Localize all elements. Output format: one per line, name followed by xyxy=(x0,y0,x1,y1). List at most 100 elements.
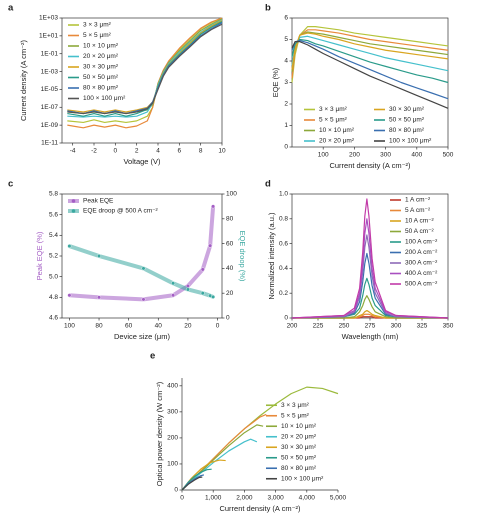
legend-label: 80 × 80 μm² xyxy=(389,127,425,134)
series-line xyxy=(291,26,449,83)
y-tick-label: 0.2 xyxy=(279,290,288,297)
x-tick-label: 400 xyxy=(411,152,422,159)
x-tick-label: -4 xyxy=(70,148,76,155)
x-tick-label: 0 xyxy=(216,323,220,330)
legend-marker xyxy=(71,209,76,213)
series-line xyxy=(291,252,449,319)
legend-label: 30 × 30 μm² xyxy=(83,64,119,71)
x-tick-label: 0 xyxy=(180,495,184,502)
legend-label: 200 A cm⁻² xyxy=(405,249,438,256)
y-tick-label: 5.2 xyxy=(49,253,58,260)
data-point xyxy=(200,267,205,272)
legend-label: 300 A cm⁻² xyxy=(405,260,438,267)
series-line xyxy=(291,39,449,100)
data-point xyxy=(171,293,176,298)
x-tick-label: 1,000 xyxy=(205,495,222,502)
x-tick-label: 300 xyxy=(380,152,391,159)
series-line xyxy=(67,23,223,115)
legend-label: 80 × 80 μm² xyxy=(83,85,119,92)
y-axis-label: Optical power density (W cm⁻²) xyxy=(155,381,164,486)
x-tick-label: 200 xyxy=(349,152,360,159)
y-tick-label: 0.4 xyxy=(279,265,288,272)
series-line xyxy=(291,277,449,319)
legend-label: 5 × 5 μm² xyxy=(83,32,112,39)
y-tick-label: 100 xyxy=(167,461,178,468)
series-line xyxy=(67,17,223,129)
y-tick-label: 1E-03 xyxy=(41,68,59,75)
legend-label: 5 × 5 μm² xyxy=(281,412,310,419)
legend-label: 3 × 3 μm² xyxy=(83,22,112,29)
legend-label: 5 A cm⁻² xyxy=(405,207,431,214)
legend-label: 10 × 10 μm² xyxy=(319,127,355,134)
legend-label: 30 × 30 μm² xyxy=(281,444,317,451)
y-tick-label: 1E-01 xyxy=(41,50,59,57)
series-line xyxy=(292,295,448,319)
x-tick-label: 8 xyxy=(199,148,203,155)
data-point xyxy=(97,253,102,258)
x-tick-label: 500 xyxy=(443,152,454,159)
legend-label: 400 A cm⁻² xyxy=(405,270,438,277)
y-tick-label: 3 xyxy=(284,79,288,86)
data-point xyxy=(211,204,216,209)
data-point xyxy=(211,294,216,299)
y2-tick-label: 40 xyxy=(226,265,234,272)
x-axis-label: Voltage (V) xyxy=(123,157,161,166)
y-tick-label: 400 xyxy=(167,383,178,390)
x-tick-label: 10 xyxy=(218,148,226,155)
x-tick-label: 40 xyxy=(155,323,163,330)
x-tick-label: 200 xyxy=(287,323,298,330)
series-line xyxy=(291,32,449,70)
data-point xyxy=(200,291,205,296)
y-tick-label: 1E-07 xyxy=(41,104,59,111)
panel-label: b xyxy=(265,3,271,14)
data-point xyxy=(208,243,213,248)
y-tick-label: 4.6 xyxy=(49,315,58,322)
x-axis-label: Current density (A cm⁻²) xyxy=(329,161,411,170)
series-line xyxy=(291,41,449,109)
y-tick-label: 1E+01 xyxy=(39,33,58,40)
plot-frame xyxy=(61,17,223,144)
y-tick-label: 5.0 xyxy=(49,273,58,280)
x-tick-label: 225 xyxy=(313,323,324,330)
y-tick-label: 4.8 xyxy=(49,294,58,301)
x-tick-label: 275 xyxy=(365,323,376,330)
data-point xyxy=(141,297,146,302)
y-tick-label: 1E-09 xyxy=(41,122,59,129)
x-axis-label: Wavelength (nm) xyxy=(342,332,399,341)
x-tick-label: -2 xyxy=(91,148,97,155)
data-point xyxy=(67,244,72,249)
plot-frame xyxy=(291,17,449,148)
y-tick-label: 1E-11 xyxy=(41,140,58,147)
legend-label: 10 × 10 μm² xyxy=(281,423,317,430)
x-tick-label: 20 xyxy=(184,323,192,330)
x-tick-label: 80 xyxy=(95,323,103,330)
panel-label: e xyxy=(150,351,155,362)
legend-label: 20 × 20 μm² xyxy=(83,53,119,60)
legend-label: Peak EQE xyxy=(83,198,114,205)
series-line xyxy=(68,244,214,299)
y-tick-label: 200 xyxy=(167,435,178,442)
y-tick-label: 0.6 xyxy=(279,240,288,247)
legend-label: 500 A cm⁻² xyxy=(405,281,438,288)
x-tick-label: 4,000 xyxy=(299,495,316,502)
legend-label: 50 × 50 μm² xyxy=(281,454,317,461)
x-axis-label: Current density (A cm⁻²) xyxy=(219,504,301,513)
x-tick-label: 300 xyxy=(391,323,402,330)
data-point xyxy=(141,266,146,271)
y-axis-label: Peak EQE (%) xyxy=(35,231,44,280)
series-line xyxy=(291,198,449,319)
x-tick-label: 250 xyxy=(339,323,350,330)
y-tick-label: 0 xyxy=(174,487,178,494)
series-line xyxy=(181,468,212,491)
legend-label: 5 × 5 μm² xyxy=(319,117,348,124)
data-point xyxy=(185,287,190,292)
legend-label: 100 A cm⁻² xyxy=(405,239,438,246)
panel-label: c xyxy=(8,179,13,190)
legend-label: 50 A cm⁻² xyxy=(405,228,435,235)
series-line xyxy=(291,218,449,319)
x-tick-label: 4 xyxy=(156,148,160,155)
y-axis-label: Current density (A cm⁻²) xyxy=(19,39,28,121)
y-tick-label: 5.4 xyxy=(49,232,58,239)
series-line xyxy=(291,35,449,72)
legend-label: 80 × 80 μm² xyxy=(281,465,317,472)
